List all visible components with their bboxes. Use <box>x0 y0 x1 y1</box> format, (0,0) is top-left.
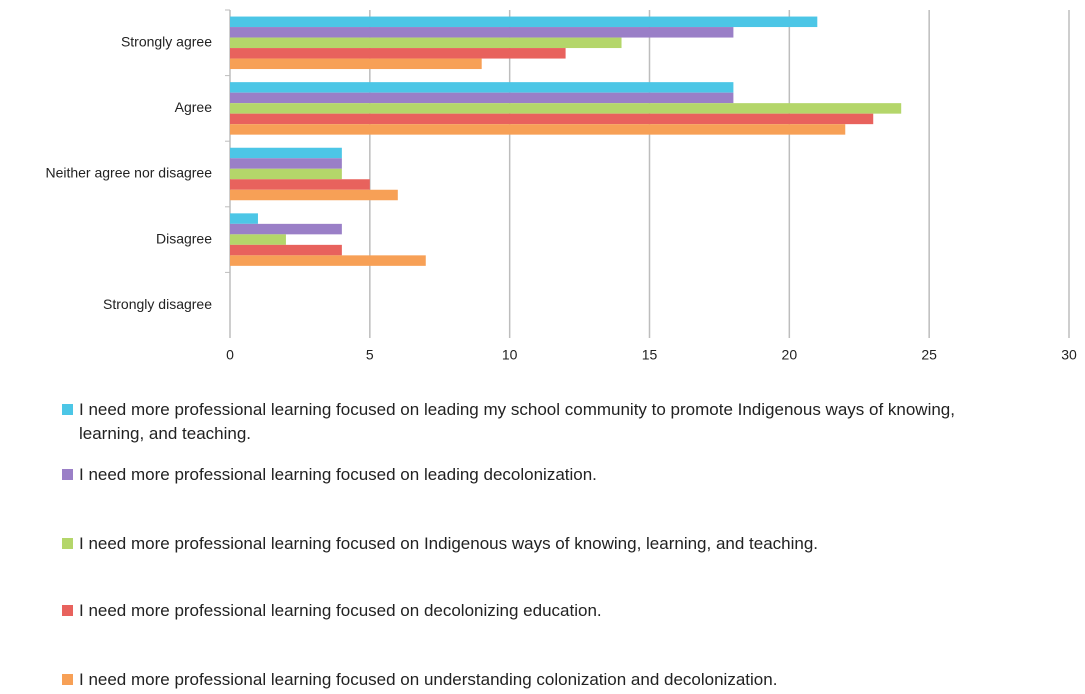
bar <box>230 158 342 169</box>
bar <box>230 113 874 125</box>
legend-label: I need more professional learning focuse… <box>79 670 778 689</box>
x-tick-label: 5 <box>366 347 374 363</box>
bar <box>230 92 734 104</box>
y-tick-label: Disagree <box>156 230 212 246</box>
bar <box>230 82 734 93</box>
bar <box>230 213 258 224</box>
bar <box>230 189 398 201</box>
bar <box>230 223 342 235</box>
bar <box>230 103 902 114</box>
bar <box>230 255 426 266</box>
legend-item: I need more professional learning focuse… <box>62 532 962 556</box>
bar <box>230 16 818 28</box>
x-tick-label: 30 <box>1061 347 1077 363</box>
legend-swatch <box>62 674 73 685</box>
legend-label: I need more professional learning focuse… <box>79 534 819 553</box>
legend-swatch <box>62 538 73 549</box>
legend-swatch <box>62 404 73 415</box>
x-tick-label: 20 <box>782 347 798 363</box>
legend-item: I need more professional learning focuse… <box>62 398 962 446</box>
bar <box>230 168 342 180</box>
bar <box>230 124 846 135</box>
legend-swatch <box>62 469 73 480</box>
bar <box>230 58 482 70</box>
bar <box>230 179 370 190</box>
bar <box>230 37 622 49</box>
legend-item: I need more professional learning focuse… <box>62 599 962 623</box>
y-tick-label: Strongly disagree <box>103 296 212 312</box>
legend-label: I need more professional learning focuse… <box>79 601 602 620</box>
y-tick-label: Agree <box>175 99 213 115</box>
x-tick-label: 0 <box>226 347 234 363</box>
bar <box>230 48 566 59</box>
chart: 0 5 10 15 20 25 30 Strongly agree Agree Neither a… <box>45 9 1077 363</box>
legend-label: I need more professional learning focuse… <box>79 400 955 443</box>
x-tick-label: 15 <box>642 347 658 363</box>
legend-swatch <box>62 605 73 616</box>
x-tick-label: 10 <box>502 347 518 363</box>
x-tick-label: 25 <box>921 347 937 363</box>
y-tick-label: Neither agree nor disagree <box>45 165 212 181</box>
y-tick-label: Strongly agree <box>121 34 212 50</box>
legend-item: I need more professional learning focuse… <box>62 463 962 487</box>
bar <box>230 147 342 159</box>
bar <box>230 244 342 256</box>
bar <box>230 27 734 38</box>
bar <box>230 234 286 245</box>
legend-item: I need more professional learning focuse… <box>62 668 962 692</box>
legend-label: I need more professional learning focuse… <box>79 465 597 484</box>
